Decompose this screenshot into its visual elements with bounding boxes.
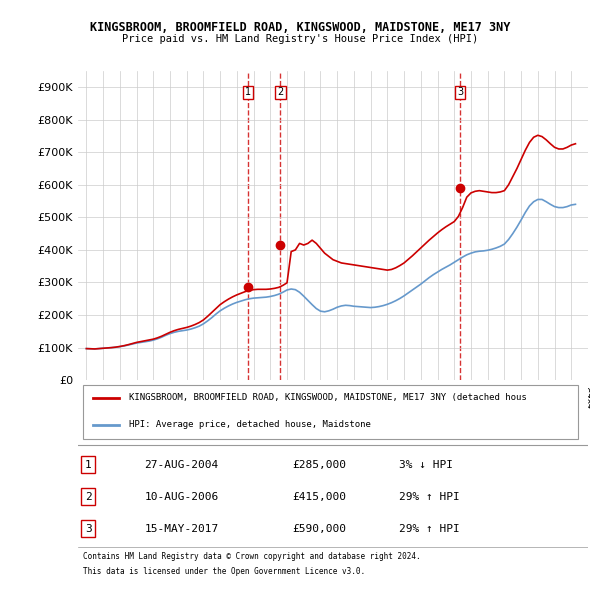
Text: 2: 2 <box>277 87 284 97</box>
Text: £590,000: £590,000 <box>292 524 346 534</box>
FancyBboxPatch shape <box>83 385 578 439</box>
Text: 15-MAY-2017: 15-MAY-2017 <box>145 524 218 534</box>
Text: This data is licensed under the Open Government Licence v3.0.: This data is licensed under the Open Gov… <box>83 567 365 576</box>
Text: 29% ↑ HPI: 29% ↑ HPI <box>400 491 460 502</box>
Text: 3% ↓ HPI: 3% ↓ HPI <box>400 460 454 470</box>
Text: 10-AUG-2006: 10-AUG-2006 <box>145 491 218 502</box>
Text: 29% ↑ HPI: 29% ↑ HPI <box>400 524 460 534</box>
Text: KINGSBROOM, BROOMFIELD ROAD, KINGSWOOD, MAIDSTONE, ME17 3NY: KINGSBROOM, BROOMFIELD ROAD, KINGSWOOD, … <box>90 21 510 34</box>
Text: 27-AUG-2004: 27-AUG-2004 <box>145 460 218 470</box>
Text: 1: 1 <box>245 87 251 97</box>
Text: HPI: Average price, detached house, Maidstone: HPI: Average price, detached house, Maid… <box>129 420 371 430</box>
Text: Contains HM Land Registry data © Crown copyright and database right 2024.: Contains HM Land Registry data © Crown c… <box>83 552 421 561</box>
Text: KINGSBROOM, BROOMFIELD ROAD, KINGSWOOD, MAIDSTONE, ME17 3NY (detached hous: KINGSBROOM, BROOMFIELD ROAD, KINGSWOOD, … <box>129 393 527 402</box>
Text: £415,000: £415,000 <box>292 491 346 502</box>
Text: 3: 3 <box>457 87 463 97</box>
Text: £285,000: £285,000 <box>292 460 346 470</box>
Text: Price paid vs. HM Land Registry's House Price Index (HPI): Price paid vs. HM Land Registry's House … <box>122 34 478 44</box>
Text: 3: 3 <box>85 524 92 534</box>
Text: 1: 1 <box>85 460 92 470</box>
Text: 2: 2 <box>85 491 92 502</box>
